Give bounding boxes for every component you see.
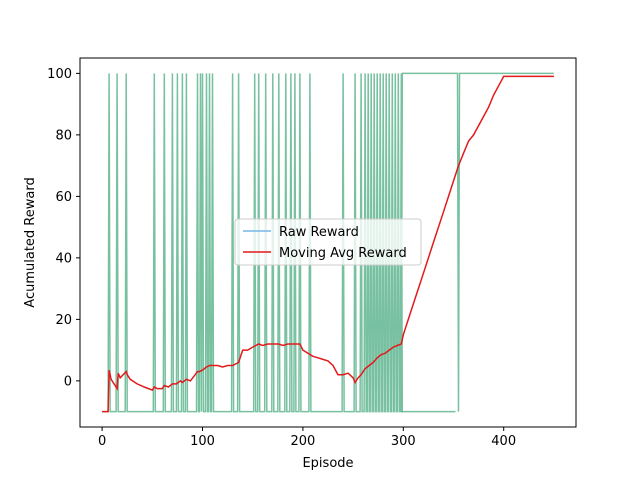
plot-frame xyxy=(79,57,577,428)
x-tick-label: 400 xyxy=(491,434,516,449)
raw-reward-layer xyxy=(102,72,554,413)
x-tick-label: 200 xyxy=(290,434,315,449)
moving-avg-reward-line xyxy=(102,75,554,413)
x-tick-label: 300 xyxy=(391,434,416,449)
legend-box xyxy=(234,218,422,266)
y-tick-label: 100 xyxy=(47,67,72,82)
x-axis-label: Episode xyxy=(302,456,353,471)
x-tick-label: 100 xyxy=(190,434,215,449)
y-tick-label: 40 xyxy=(55,251,72,266)
x-axis: 0 100 200 300 400 xyxy=(98,427,516,449)
y-tick-label: 80 xyxy=(55,128,72,143)
legend-label-raw-reward: Raw Reward xyxy=(279,225,359,240)
plot-area xyxy=(102,72,554,413)
y-axis-label: Acumulated Reward xyxy=(23,177,38,307)
raw-reward-line xyxy=(102,72,554,413)
legend-label-moving-avg-reward: Moving Avg Reward xyxy=(279,246,407,261)
x-tick-label: 0 xyxy=(98,434,106,449)
y-axis: 0 20 40 60 80 100 xyxy=(47,67,80,389)
moving-avg-layer xyxy=(102,75,554,413)
y-tick-label: 0 xyxy=(64,374,72,389)
y-tick-label: 20 xyxy=(55,313,72,328)
legend: Raw Reward Moving Avg Reward xyxy=(234,218,422,266)
y-tick-label: 60 xyxy=(55,190,72,205)
